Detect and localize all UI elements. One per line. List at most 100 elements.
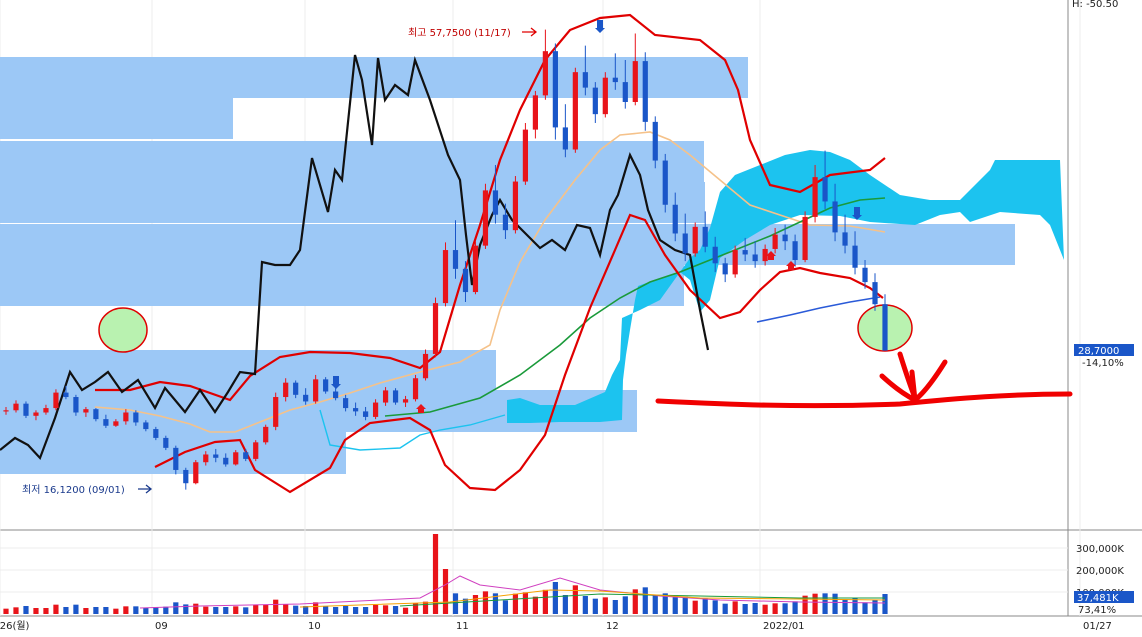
volume-bar [143, 607, 149, 614]
volume-profile-bar [0, 350, 496, 390]
candle-body [742, 250, 748, 255]
candle-body [353, 408, 359, 412]
candle-body [333, 391, 339, 399]
volume-profile-bar [0, 98, 233, 139]
candle-body [732, 250, 738, 275]
candle-body [273, 397, 279, 427]
candle-body [462, 268, 469, 293]
down-arrow-icon [331, 376, 341, 389]
candle-body [562, 127, 568, 150]
volume-bar [343, 606, 349, 614]
time-tick-label: 01/27 [1083, 621, 1112, 632]
volume-bar [492, 593, 499, 614]
candle-body [882, 304, 888, 351]
candle-body [872, 282, 878, 305]
candle-body [702, 226, 708, 247]
volume-bar [183, 604, 189, 614]
volume-bar [303, 606, 309, 614]
volume-tick-label: 200,000K [1076, 566, 1124, 577]
volume-bar [572, 585, 578, 614]
candle-body [752, 254, 758, 262]
candle-body [662, 160, 668, 205]
candle-body [93, 409, 99, 420]
volume-bar [53, 604, 59, 614]
volume-bar [832, 593, 838, 614]
current-price-change: -14,10% [1082, 358, 1124, 369]
volume-ma-orange [299, 589, 886, 608]
volume-bar [63, 607, 69, 614]
moving-average-cyan [319, 409, 506, 451]
time-tick-label: 12 [606, 621, 619, 632]
volume-bar [353, 607, 359, 614]
volume-bar [223, 607, 229, 614]
bollinger-lower [154, 213, 884, 494]
volume-bar [33, 608, 39, 614]
volume-bar [582, 596, 588, 614]
volume-bar [622, 596, 628, 614]
volume-bar [372, 605, 379, 614]
signal-arrows [331, 20, 862, 413]
volume-bar [392, 606, 399, 614]
candle-body [822, 177, 828, 202]
current-price-label: 28,7000 [1078, 346, 1119, 357]
volume-bar [283, 604, 289, 614]
candle-body [832, 201, 838, 233]
candle-body [812, 177, 818, 217]
volume-bars [3, 534, 888, 614]
volume-bar [802, 595, 808, 614]
candle-body [193, 462, 199, 484]
volume-bar [123, 606, 129, 614]
volume-bar [422, 601, 429, 614]
up-arrow-icon [416, 404, 426, 413]
volume-bar [153, 607, 159, 614]
volume-bar [692, 600, 698, 614]
volume-bar [3, 608, 9, 614]
volume-bar [732, 601, 738, 614]
volume-bar [882, 594, 888, 614]
volume-bar [213, 607, 219, 614]
volume-bar [862, 602, 868, 614]
volume-bar [772, 603, 778, 614]
low-annotation: 최저 16,1200 (09/01) [22, 484, 125, 496]
candle-body [712, 246, 718, 264]
candle-body [792, 241, 798, 261]
candle-body [113, 421, 119, 426]
candle-body [23, 403, 29, 416]
candle-body [323, 379, 329, 392]
volume-bar [83, 608, 89, 614]
volume-bar [382, 605, 389, 614]
volume-bar [612, 600, 618, 614]
volume-tick-label: 300,000K [1076, 544, 1124, 555]
volume-bar [253, 604, 259, 614]
candle-body [73, 397, 79, 413]
volume-bar [682, 596, 688, 614]
candle-body [123, 412, 129, 422]
candle-body [412, 378, 419, 400]
volume-bar [762, 604, 768, 614]
candle-body [722, 263, 728, 275]
volume-bar [532, 596, 538, 614]
ichimoku-cloud [507, 150, 1064, 423]
volume-bar [672, 596, 678, 614]
candle-body [452, 250, 459, 269]
candle-body [542, 51, 548, 96]
volume-bar [702, 598, 708, 614]
candle-body [233, 452, 239, 465]
volume-bar [742, 604, 748, 614]
candle-body [243, 452, 249, 459]
volume-bar [432, 534, 439, 614]
volume-bar [642, 587, 648, 614]
candle-body [372, 402, 379, 417]
volume-bar [193, 603, 199, 614]
candle-body [402, 399, 409, 403]
candle-body [552, 51, 558, 128]
volume-bar [472, 595, 479, 614]
candle-body [223, 457, 229, 465]
volume-bar [313, 602, 319, 614]
high-annotation-arrow [522, 27, 538, 37]
candle-body [313, 379, 319, 402]
candle-body [652, 121, 658, 161]
volume-bar [812, 593, 818, 614]
volume-bar [662, 593, 668, 614]
